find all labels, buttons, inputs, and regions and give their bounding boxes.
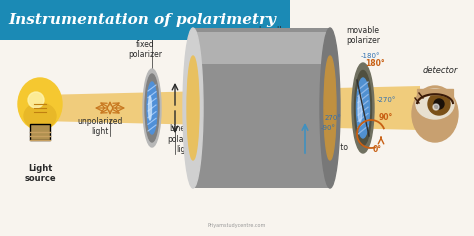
Text: sample cell
containing molecules
for study: sample cell containing molecules for stu…: [219, 26, 301, 56]
Ellipse shape: [320, 28, 340, 188]
Ellipse shape: [187, 56, 199, 160]
Ellipse shape: [28, 92, 44, 108]
Ellipse shape: [352, 63, 374, 153]
Text: 0°: 0°: [373, 144, 382, 153]
Text: fixed
polarizer: fixed polarizer: [128, 40, 162, 59]
FancyBboxPatch shape: [193, 32, 330, 64]
Text: unpolarized
light: unpolarized light: [77, 117, 123, 136]
Text: 180°: 180°: [365, 59, 384, 68]
Polygon shape: [48, 86, 420, 130]
Text: 270°: 270°: [325, 115, 342, 121]
Ellipse shape: [324, 56, 336, 160]
Text: -90°: -90°: [321, 125, 336, 131]
Ellipse shape: [18, 78, 62, 130]
Text: Light
source: Light source: [24, 164, 56, 183]
Ellipse shape: [355, 71, 372, 146]
Text: Optical rotation due to
molecules: Optical rotation due to molecules: [262, 143, 348, 162]
Text: Linearly
polarized
light: Linearly polarized light: [167, 124, 203, 154]
Ellipse shape: [147, 82, 157, 134]
Ellipse shape: [145, 74, 159, 142]
Text: -180°: -180°: [361, 53, 381, 59]
Text: detector: detector: [422, 66, 458, 75]
Text: Instrumentation of polarimetry: Instrumentation of polarimetry: [8, 13, 276, 27]
Circle shape: [434, 99, 444, 109]
Ellipse shape: [412, 86, 458, 142]
Text: 90°: 90°: [379, 114, 393, 122]
FancyBboxPatch shape: [0, 0, 290, 40]
Circle shape: [433, 104, 439, 110]
Ellipse shape: [148, 96, 152, 120]
Text: -270°: -270°: [377, 97, 396, 103]
Ellipse shape: [356, 78, 370, 138]
Circle shape: [428, 93, 450, 115]
Text: movable
polarizer: movable polarizer: [346, 26, 380, 45]
Ellipse shape: [358, 94, 362, 122]
FancyBboxPatch shape: [193, 28, 330, 188]
FancyBboxPatch shape: [30, 124, 50, 140]
Ellipse shape: [143, 69, 161, 147]
Ellipse shape: [416, 89, 454, 119]
Text: Priyamstudycentre.com: Priyamstudycentre.com: [208, 223, 266, 228]
Ellipse shape: [183, 28, 203, 188]
Ellipse shape: [24, 103, 56, 129]
